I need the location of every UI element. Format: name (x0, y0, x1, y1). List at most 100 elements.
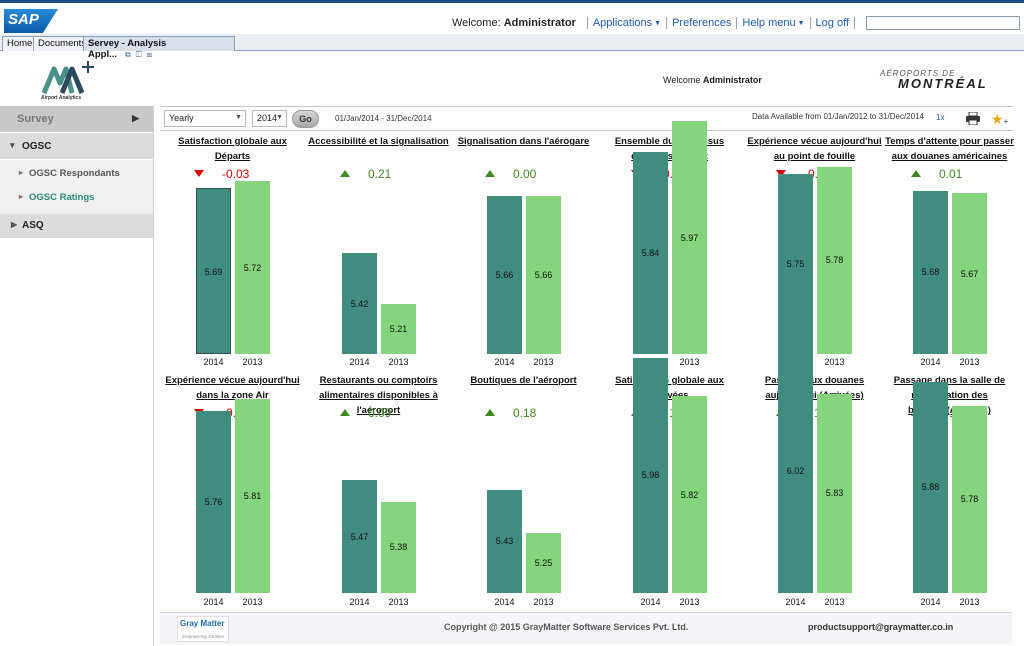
kpi-title[interactable]: Passage dans la salle de récupération de… (893, 375, 1006, 416)
sidebar-item-ogsc[interactable]: ▾ OGSC (0, 133, 153, 159)
chevron-down-icon: ▼ (654, 19, 662, 27)
preferences-link[interactable]: Preferences (672, 17, 732, 29)
sidebar-item-label: Survey (17, 113, 54, 125)
kpi-title[interactable]: Satisfaction globale aux Arrivées (615, 375, 724, 401)
year-tick-label: 2014 (203, 597, 224, 607)
kpi-delta: 0.01 (911, 167, 1011, 183)
bar-2014[interactable]: 5.69 (196, 188, 231, 354)
triangle-up-icon (911, 170, 921, 177)
kpi-title[interactable]: Signalisation dans l'aérogare (457, 136, 590, 147)
kpi-delta-value: -0.03 (222, 167, 250, 181)
bar-2014[interactable]: 5.88 (913, 381, 948, 593)
bar-value-label: 5.67 (960, 268, 979, 279)
year-tick-label: 2013 (959, 357, 980, 367)
kpi-delta: 0.18 (485, 406, 585, 422)
bar-2013[interactable]: 5.25 (526, 533, 561, 593)
bar-2014[interactable]: 5.76 (196, 410, 231, 593)
bar-value-label: 5.42 (350, 298, 369, 309)
year-select-value: 2014 (257, 113, 278, 123)
graymatter-logo-text: Gray Matter (180, 619, 225, 628)
bullet-icon: ▸ (19, 168, 24, 177)
logo-caption: Airport Analytics (41, 95, 82, 101)
bar-2013[interactable]: 5.97 (672, 121, 707, 354)
chevron-right-icon: ▶ (11, 220, 18, 229)
year-tick-label: 2014 (640, 597, 661, 607)
period-select-value: Yearly (169, 113, 194, 123)
sidebar: Survey ▶ ▾ OGSC ▸ OGSC Respondants ▸ OGSC … (0, 106, 153, 646)
header-welcome-user: Administrator (702, 75, 762, 85)
bar-value-label: 5.88 (921, 482, 940, 493)
triangle-up-icon (485, 170, 495, 177)
bar-2014[interactable]: 6.02 (778, 348, 813, 593)
bar-value-label: 5.75 (786, 259, 805, 269)
sidebar-item-asq[interactable]: ▶ ASQ (0, 214, 153, 238)
kpi-title[interactable]: Restaurants ou comptoirs alimentaires di… (319, 375, 438, 416)
help-menu[interactable]: Help menu (742, 17, 796, 29)
year-tick-label: 2013 (388, 357, 409, 367)
kpi-title[interactable]: Temps d'attente pour passer aux douanes … (885, 136, 1014, 162)
nav-separator (666, 17, 668, 29)
favorite-add-icon[interactable]: ★+ (991, 111, 1009, 127)
kpi-title[interactable]: Expérience vécue aujourd'hui dans la zon… (165, 375, 300, 401)
support-email[interactable]: productsupport@graymatter.co.in (808, 622, 954, 632)
year-tick-label: 2013 (533, 357, 554, 367)
year-tick-label: 2014 (349, 597, 370, 607)
bar-2014[interactable]: 5.84 (633, 152, 668, 354)
bar-value-label: 5.82 (680, 489, 699, 500)
bar-2014[interactable]: 5.68 (913, 190, 948, 354)
bar-value-label: 5.97 (680, 232, 699, 243)
zoom-toggle[interactable]: 1x (936, 113, 945, 122)
kpi-delta-value: 0.09 (368, 406, 392, 420)
top-navigation: Welcome: Administrator Applications ▼ Pre… (452, 15, 1020, 31)
kpi-title[interactable]: Passage aux douanes aujourd'hui (Arrivée… (764, 375, 865, 401)
footer: Gray Matter Empowering Intuition Copyrig… (160, 612, 1012, 644)
kpi-delta: 0.21 (340, 167, 440, 183)
bar-2013[interactable]: 5.83 (817, 393, 852, 593)
bar-2013[interactable]: 5.38 (381, 501, 416, 593)
bar-value-label: 5.38 (389, 542, 408, 553)
go-button[interactable]: Go (292, 110, 319, 128)
kpi-title[interactable]: Boutiques de l'aéroport (470, 375, 577, 386)
bar-2013[interactable]: 5.21 (381, 303, 416, 354)
bar-2013[interactable]: 5.72 (235, 181, 270, 354)
tab-servey-analysis[interactable]: Servey - Analysis Appl... ⧉◫⊠ (83, 36, 235, 60)
bar-2013[interactable]: 5.78 (817, 166, 852, 354)
log-off-link[interactable]: Log off (815, 17, 849, 29)
bar-2014[interactable]: 5.66 (487, 195, 522, 354)
year-select[interactable]: 2014 ▼ (252, 110, 287, 127)
bar-2014[interactable]: 5.47 (342, 480, 377, 593)
sidebar-item-ogsc-ratings[interactable]: ▸ OGSC Ratings (19, 192, 94, 203)
kpi-title[interactable]: Satisfaction globale aux Départs (178, 136, 287, 162)
kpi-title[interactable]: Accessibilité et la signalisation (308, 136, 449, 147)
kpi-delta: 0.09 (340, 406, 440, 422)
chevron-down-icon: ▾ (10, 140, 15, 150)
bar-2013[interactable]: 5.67 (952, 193, 987, 354)
sap-logo-text: SAP (8, 11, 39, 28)
print-icon[interactable] (966, 112, 980, 125)
bar-2014[interactable]: 5.98 (633, 357, 668, 593)
tab-window-icons[interactable]: ⧉◫⊠ (125, 50, 157, 59)
kpi-title[interactable]: Expérience vécue aujourd'hui au point de… (747, 136, 882, 162)
sidebar-item-survey[interactable]: Survey ▶ (0, 106, 153, 132)
sidebar-item-ogsc-respondants[interactable]: ▸ OGSC Respondants (19, 168, 120, 179)
search-input[interactable] (866, 16, 1020, 30)
kpi-title[interactable]: Ensemble du processus d'enregistrement (614, 136, 725, 162)
period-select[interactable]: Yearly ▼ (164, 110, 246, 127)
applications-menu[interactable]: Applications (592, 17, 653, 29)
bar-2013[interactable]: 5.82 (672, 396, 707, 593)
chevron-down-icon: ▼ (797, 19, 805, 27)
nav-separator (586, 17, 588, 29)
year-tick-label: 2014 (920, 597, 941, 607)
bar-value-label: 5.43 (495, 536, 514, 547)
year-tick-label: 2014 (494, 597, 515, 607)
bar-2014[interactable]: 5.43 (487, 489, 522, 593)
bar-2014[interactable]: 5.42 (342, 253, 377, 354)
bar-2013[interactable]: 5.78 (952, 405, 987, 593)
bar-2013[interactable]: 5.81 (235, 398, 270, 593)
bar-2014[interactable]: 5.75 (778, 174, 813, 354)
year-tick-label: 2014 (920, 357, 941, 367)
bar-2013[interactable]: 5.66 (526, 195, 561, 354)
sap-top-bar: SAP Welcome: Administrator Applications ▼… (0, 0, 1024, 34)
tab-label: Home (7, 38, 33, 49)
year-tick-label: 2013 (959, 597, 980, 607)
